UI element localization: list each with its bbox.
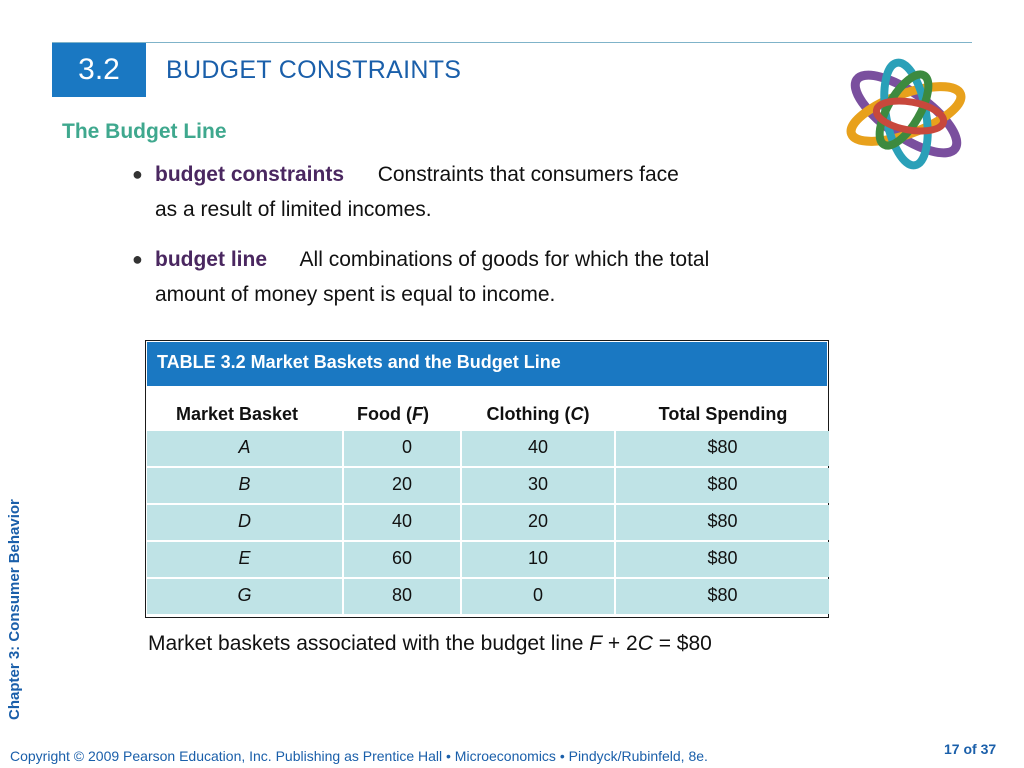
cell-clothing: 0	[462, 579, 614, 614]
cell-total: $80	[616, 542, 829, 577]
cell-food: 80	[344, 579, 460, 614]
table-row: A 0 40 $80	[147, 431, 829, 467]
interlocking-rings-logo	[846, 58, 966, 170]
cell-food: 60	[344, 542, 460, 577]
definition-line1: Constraints that consumers face	[377, 163, 679, 186]
slide-subtitle: The Budget Line	[62, 120, 227, 143]
table-row: B 20 30 $80	[147, 468, 829, 504]
cell-basket: E	[147, 542, 342, 577]
table-title-rule	[146, 386, 828, 388]
cell-food: 0	[344, 431, 460, 466]
section-number-badge: 3.2	[52, 43, 146, 97]
cell-food: 40	[344, 505, 460, 540]
col-header-food: Food (F)	[357, 404, 429, 424]
cell-clothing: 40	[462, 431, 614, 466]
cell-basket: G	[147, 579, 342, 614]
cell-total: $80	[616, 579, 829, 614]
table-caption: Market baskets associated with the budge…	[148, 632, 712, 655]
cell-total: $80	[616, 431, 829, 466]
cell-food: 20	[344, 468, 460, 503]
table-row: D 40 20 $80	[147, 505, 829, 541]
definition-line1: All combinations of goods for which the …	[299, 248, 710, 271]
col-header-basket: Market Basket	[175, 404, 299, 424]
section-title: BUDGET CONSTRAINTS	[166, 56, 462, 84]
bullet-dot-icon: ●	[132, 249, 143, 269]
table-row: E 60 10 $80	[147, 542, 829, 578]
bullet-dot-icon: ●	[132, 164, 143, 184]
cell-clothing: 20	[462, 505, 614, 540]
copyright-footer: Copyright © 2009 Pearson Education, Inc.…	[10, 748, 708, 764]
definition-line2: amount of money spent is equal to income…	[155, 283, 556, 306]
cell-clothing: 10	[462, 542, 614, 577]
cell-basket: D	[147, 505, 342, 540]
cell-total: $80	[616, 468, 829, 503]
col-header-clothing: Clothing (C)	[486, 404, 590, 424]
cell-total: $80	[616, 505, 829, 540]
term-budget-constraints: budget constraints	[155, 163, 345, 186]
cell-basket: B	[147, 468, 342, 503]
section-number: 3.2	[78, 53, 120, 86]
table-title: TABLE 3.2 Market Baskets and the Budget …	[147, 342, 827, 386]
cell-clothing: 30	[462, 468, 614, 503]
term-budget-line: budget line	[155, 248, 267, 271]
header-rule	[52, 42, 972, 43]
chapter-side-label: Chapter 3: Consumer Behavior	[6, 499, 23, 720]
col-header-total: Total Spending	[658, 404, 788, 424]
table-row: G 80 0 $80	[147, 579, 829, 615]
definition-line2: as a result of limited incomes.	[155, 198, 432, 221]
page-indicator: 17 of 37	[944, 741, 997, 757]
cell-basket: A	[147, 431, 342, 466]
market-baskets-table: TABLE 3.2 Market Baskets and the Budget …	[145, 340, 829, 618]
